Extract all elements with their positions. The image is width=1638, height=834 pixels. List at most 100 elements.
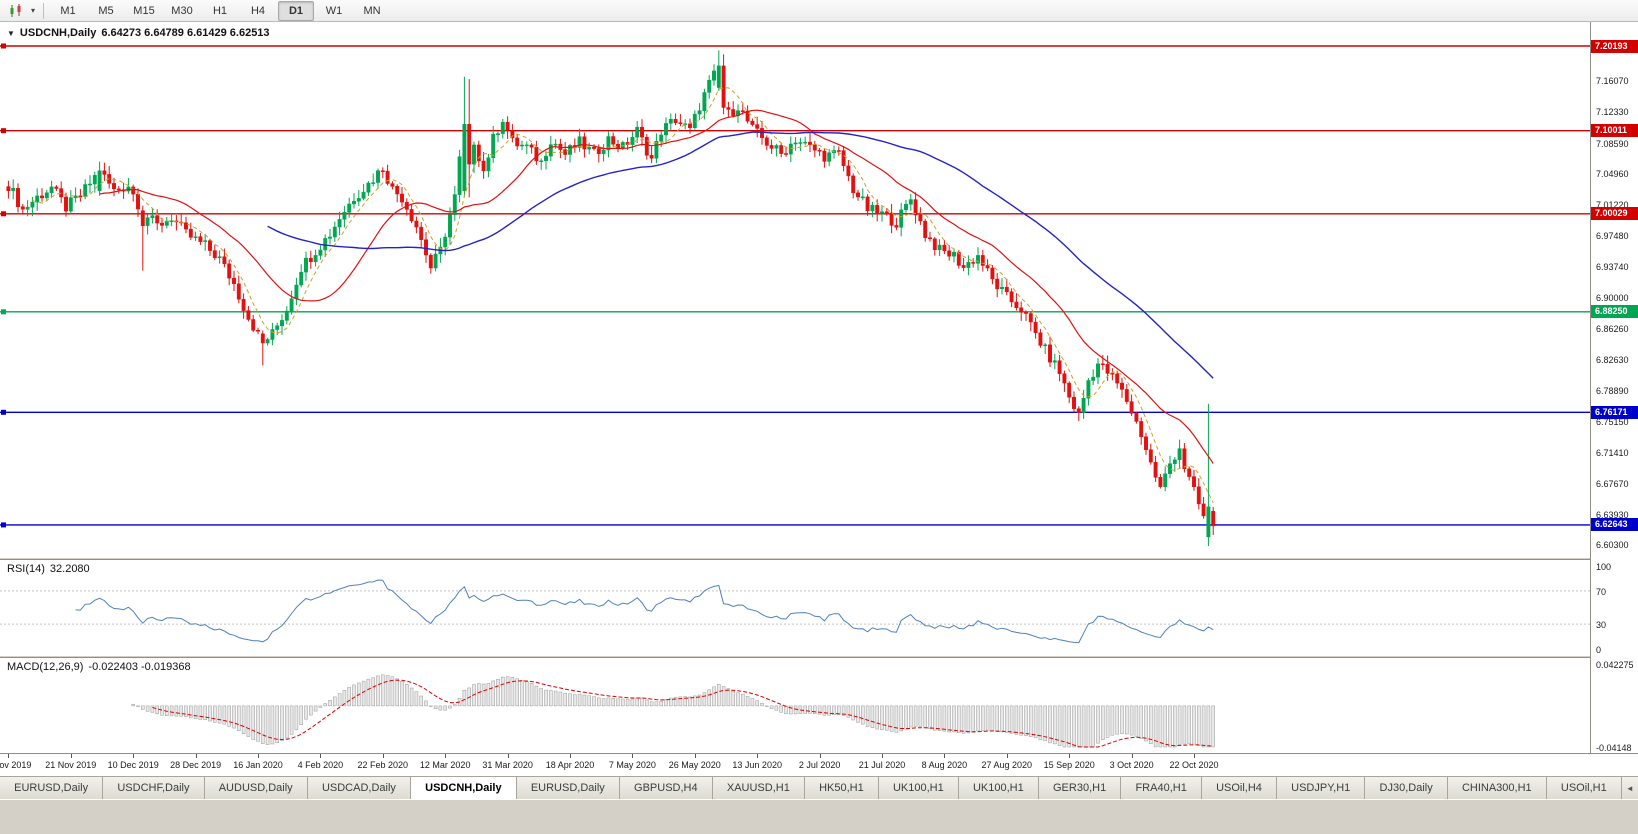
- axis-tick-label: 100: [1596, 562, 1612, 572]
- time-axis-tick: [320, 754, 322, 758]
- time-axis-label: 12 Mar 2020: [419, 760, 471, 770]
- candlestick-chart-icon[interactable]: [4, 1, 28, 21]
- macd-panel[interactable]: [0, 658, 1590, 753]
- chart-tab-usdcad-daily[interactable]: USDCAD,Daily: [307, 777, 412, 799]
- macd-label: MACD(12,26,9) -0.022403 -0.019368: [7, 661, 191, 673]
- axis-tick-label: 6.67670: [1596, 479, 1629, 489]
- time-axis-label: 3 Oct 2020: [1109, 760, 1154, 770]
- time-axis-tick: [1131, 754, 1133, 758]
- timeframe-buttons: M1 M5 M15 M30 H1 H4 D1 W1 MN: [49, 0, 391, 22]
- axis-tick-label: 0: [1596, 645, 1602, 655]
- chart-tabs: EURUSD,Daily USDCHF,Daily AUDUSD,Daily USDC…: [0, 776, 1638, 799]
- chevron-down-icon[interactable]: ▾: [30, 6, 35, 15]
- rsi-value: 32.2080: [49, 563, 90, 575]
- axis-tick-label: 6.90000: [1596, 293, 1629, 304]
- time-axis-tick: [1069, 754, 1071, 758]
- time-axis-tick: [944, 754, 946, 758]
- axis-tick-label: 0.042275: [1596, 660, 1634, 670]
- time-axis-tick: [8, 754, 10, 758]
- triangle-down-icon[interactable]: ▼: [7, 28, 15, 38]
- axis-tick-label: 7.12330: [1596, 107, 1629, 118]
- time-axis-label: 7 May 2020: [608, 760, 656, 770]
- time-axis-label: 2 Nov 2019: [0, 760, 32, 770]
- axis-tick-label: 6.60300: [1596, 540, 1629, 551]
- chart-tab-eurusd-daily[interactable]: EURUSD,Daily: [516, 777, 620, 799]
- chart-tab-fra40-h1[interactable]: FRA40,H1: [1121, 777, 1202, 799]
- time-axis-tick: [632, 754, 634, 758]
- time-axis-tick: [1194, 754, 1195, 758]
- time-axis-tick: [133, 754, 135, 758]
- chart-tab-audusd-daily[interactable]: AUDUSD,Daily: [204, 777, 308, 799]
- time-axis-label: 2 Jul 2020: [798, 760, 841, 770]
- timeframe-m15-button[interactable]: M15: [133, 4, 155, 17]
- time-axis-label: 22 Oct 2020: [1169, 760, 1219, 770]
- time-axis-tick: [819, 754, 821, 758]
- axis-tick-label: 70: [1596, 586, 1607, 597]
- axis-tick-label: 6.71410: [1596, 447, 1629, 458]
- timeframe-h4-button[interactable]: H4: [250, 4, 266, 17]
- price-level-tag: 6.88250: [1591, 305, 1638, 319]
- chart-tab-ger30-h1[interactable]: GER30,H1: [1038, 777, 1122, 799]
- time-axis-tick: [445, 754, 447, 758]
- chart-tab-usdjpy-h1[interactable]: USDJPY,H1: [1277, 777, 1366, 799]
- axis-tick-label: 6.78890: [1596, 385, 1629, 396]
- axis-tick-label: 6.97480: [1596, 231, 1629, 241]
- price-level-tag: 7.10011: [1591, 124, 1638, 138]
- time-axis-tick: [882, 754, 883, 758]
- chart-tab-dj30-daily[interactable]: DJ30,Daily: [1365, 777, 1448, 799]
- timeframe-mn-button[interactable]: MN: [363, 4, 381, 17]
- axis-tick-label: -0.04148: [1596, 743, 1632, 753]
- chart-tab-usoil-h4[interactable]: USOil,H4: [1201, 777, 1278, 799]
- chart-tab-usdchf-daily[interactable]: USDCHF,Daily: [103, 777, 205, 799]
- axis-tick-label: 7.16070: [1596, 76, 1629, 87]
- time-axis-label: 16 Jan 2020: [233, 760, 283, 770]
- axis-tick-label: 6.63930: [1596, 510, 1629, 521]
- time-axis-label: 22 Feb 2020: [357, 760, 409, 770]
- tab-scroll-left-icon[interactable]: ◄: [1621, 777, 1638, 799]
- macd-name: MACD(12,26,9): [7, 661, 84, 673]
- price-level-tag: 6.76171: [1591, 405, 1638, 419]
- time-axis-label: 27 Aug 2020: [981, 760, 1033, 770]
- chart-tab-eurusd-daily[interactable]: EURUSD,Daily: [0, 777, 104, 799]
- chart-tab-hk50-h1[interactable]: HK50,H1: [804, 777, 879, 799]
- rsi-label: RSI(14) 32.2080: [7, 563, 90, 575]
- time-axis-label: 15 Sep 2020: [1043, 760, 1095, 770]
- chart-tab-china300-h1[interactable]: CHINA300,H1: [1447, 777, 1547, 799]
- timeframe-m1-button[interactable]: M1: [60, 4, 76, 17]
- price-chart[interactable]: [0, 22, 1590, 557]
- timeframe-m5-button[interactable]: M5: [98, 4, 114, 17]
- chart-tab-usdcnh-daily[interactable]: USDCNH,Daily: [411, 777, 517, 799]
- panel-separator[interactable]: [0, 557, 1638, 560]
- time-axis-label: 18 Apr 2020: [545, 760, 595, 770]
- chart-tab-gbpusd-h4[interactable]: GBPUSD,H4: [619, 777, 713, 799]
- panel-separator[interactable]: [0, 655, 1638, 658]
- axis-tick-label: 6.86260: [1596, 324, 1629, 335]
- axis-tick-label: 6.82630: [1596, 354, 1629, 365]
- time-axis-label: 13 Jun 2020: [732, 760, 782, 770]
- time-axis-label: 21 Nov 2019: [45, 760, 97, 770]
- rsi-name: RSI(14): [7, 563, 45, 575]
- price-level-tag: 6.62643: [1591, 518, 1638, 532]
- timeframe-d1-button[interactable]: D1: [278, 0, 314, 21]
- price-level-tag: 7.00029: [1591, 207, 1638, 221]
- price-axis[interactable]: 7.16070 7.12330 7.08590 7.04960 7.01220 6.974…: [1590, 22, 1638, 753]
- chart-tab-usoil-h1[interactable]: USOil,H1: [1546, 777, 1622, 799]
- time-axis-tick: [195, 754, 197, 758]
- macd-values: -0.022403 -0.019368: [88, 661, 191, 673]
- time-axis[interactable]: 2 Nov 2019 21 Nov 2019 10 Dec 2019 28 Dec 2…: [0, 753, 1638, 776]
- axis-tick-label: 6.75150: [1596, 416, 1629, 427]
- toolbar-separator: [43, 2, 44, 19]
- axis-tick-label: 7.08590: [1596, 138, 1629, 149]
- timeframe-w1-button[interactable]: W1: [325, 4, 343, 17]
- time-axis-tick: [70, 754, 72, 758]
- chart-tab-uk100-h1[interactable]: UK100,H1: [958, 777, 1039, 799]
- rsi-panel[interactable]: [0, 560, 1590, 655]
- time-axis-tick: [570, 754, 571, 758]
- timeframe-h1-button[interactable]: H1: [212, 4, 228, 17]
- chart-tab-xauusd-h1[interactable]: XAUUSD,H1: [712, 777, 805, 799]
- time-axis-label: 10 Dec 2019: [107, 760, 159, 770]
- time-axis-tick: [757, 754, 759, 758]
- chart-tab-uk100-h1[interactable]: UK100,H1: [878, 777, 959, 799]
- time-axis-tick: [1006, 754, 1008, 758]
- timeframe-m30-button[interactable]: M30: [171, 4, 193, 17]
